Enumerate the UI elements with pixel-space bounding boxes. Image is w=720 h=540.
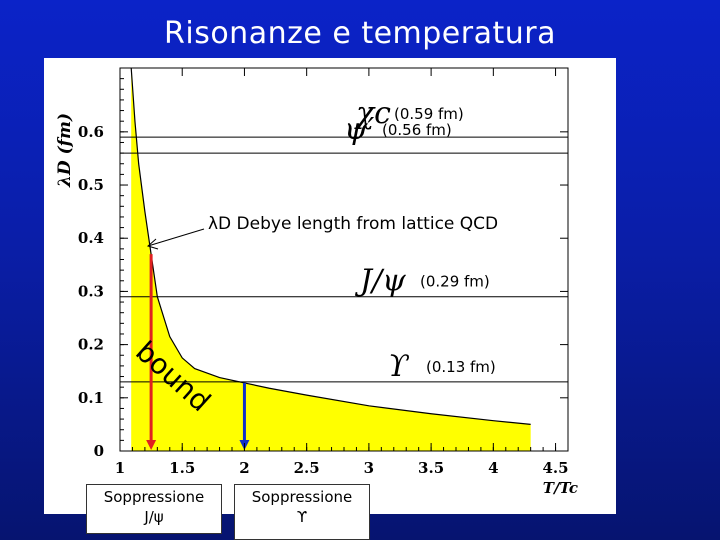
bound-region-fill <box>131 68 531 451</box>
y-tick-label: 0 <box>94 442 104 460</box>
slide-title: Risonanze e temperatura <box>164 16 556 51</box>
x-axis-label: T/Tc <box>543 479 578 497</box>
threshold-note-3: (0.13 fm) <box>426 358 496 376</box>
x-tick-label: 1.5 <box>169 459 195 477</box>
threshold-symbol-1: ψ′ <box>344 112 375 147</box>
debye-annotation-pointer <box>147 228 205 247</box>
threshold-symbol-3: ϒ <box>388 349 410 384</box>
x-tick-label: 2 <box>239 459 249 477</box>
threshold-note-2: (0.29 fm) <box>420 273 490 291</box>
y-tick-label: 0.3 <box>78 282 104 300</box>
suppression-marker-arrowhead-0 <box>146 440 157 450</box>
caption-jpsi-line2: J/ψ <box>144 508 164 526</box>
caption-jpsi-line1: Soppressione <box>103 488 205 506</box>
x-tick-label: 1 <box>115 459 125 477</box>
x-tick-label: 4 <box>488 459 498 477</box>
threshold-note-1: (0.56 fm) <box>382 121 452 139</box>
threshold-symbol-0: χc <box>354 96 391 131</box>
y-tick-label: 0.6 <box>78 123 104 141</box>
caption-upsilon-suppression: Soppressione ϒ <box>234 484 370 540</box>
debye-length-chart: 1 1.5 2 2.5 3 3.5 4 4.5 0 0.1 0.2 0.3 0.4 0.5 0.6 λD (… <box>55 67 578 497</box>
y-axis-label: λD (fm) <box>55 113 75 188</box>
y-tick-label: 0.1 <box>78 389 104 407</box>
x-tick-label: 3 <box>364 459 374 477</box>
y-tick-label: 0.2 <box>78 336 104 354</box>
y-tick-label: 0.5 <box>78 176 104 194</box>
caption-upsilon-line1: Soppressione <box>251 488 353 506</box>
caption-jpsi-suppression: Soppressione J/ψ <box>86 484 222 534</box>
debye-annotation-arrowhead <box>146 238 159 250</box>
caption-upsilon-line2: ϒ <box>296 508 308 526</box>
debye-length-curve <box>130 67 531 426</box>
x-tick-label: 3.5 <box>418 459 444 477</box>
threshold-note-0: (0.59 fm) <box>394 105 464 123</box>
debye-length-annotation: λD Debye length from lattice QCD <box>208 214 498 234</box>
plot-frame: 1 1.5 2 2.5 3 3.5 4 4.5 0 0.1 0.2 0.3 0.4 0.5 0.6 λD (… <box>44 58 616 514</box>
x-tick-label: 4.5 <box>543 459 569 477</box>
threshold-symbol-2: J/ψ <box>354 264 406 299</box>
x-tick-label: 2.5 <box>294 459 320 477</box>
y-tick-label: 0.4 <box>78 229 104 247</box>
